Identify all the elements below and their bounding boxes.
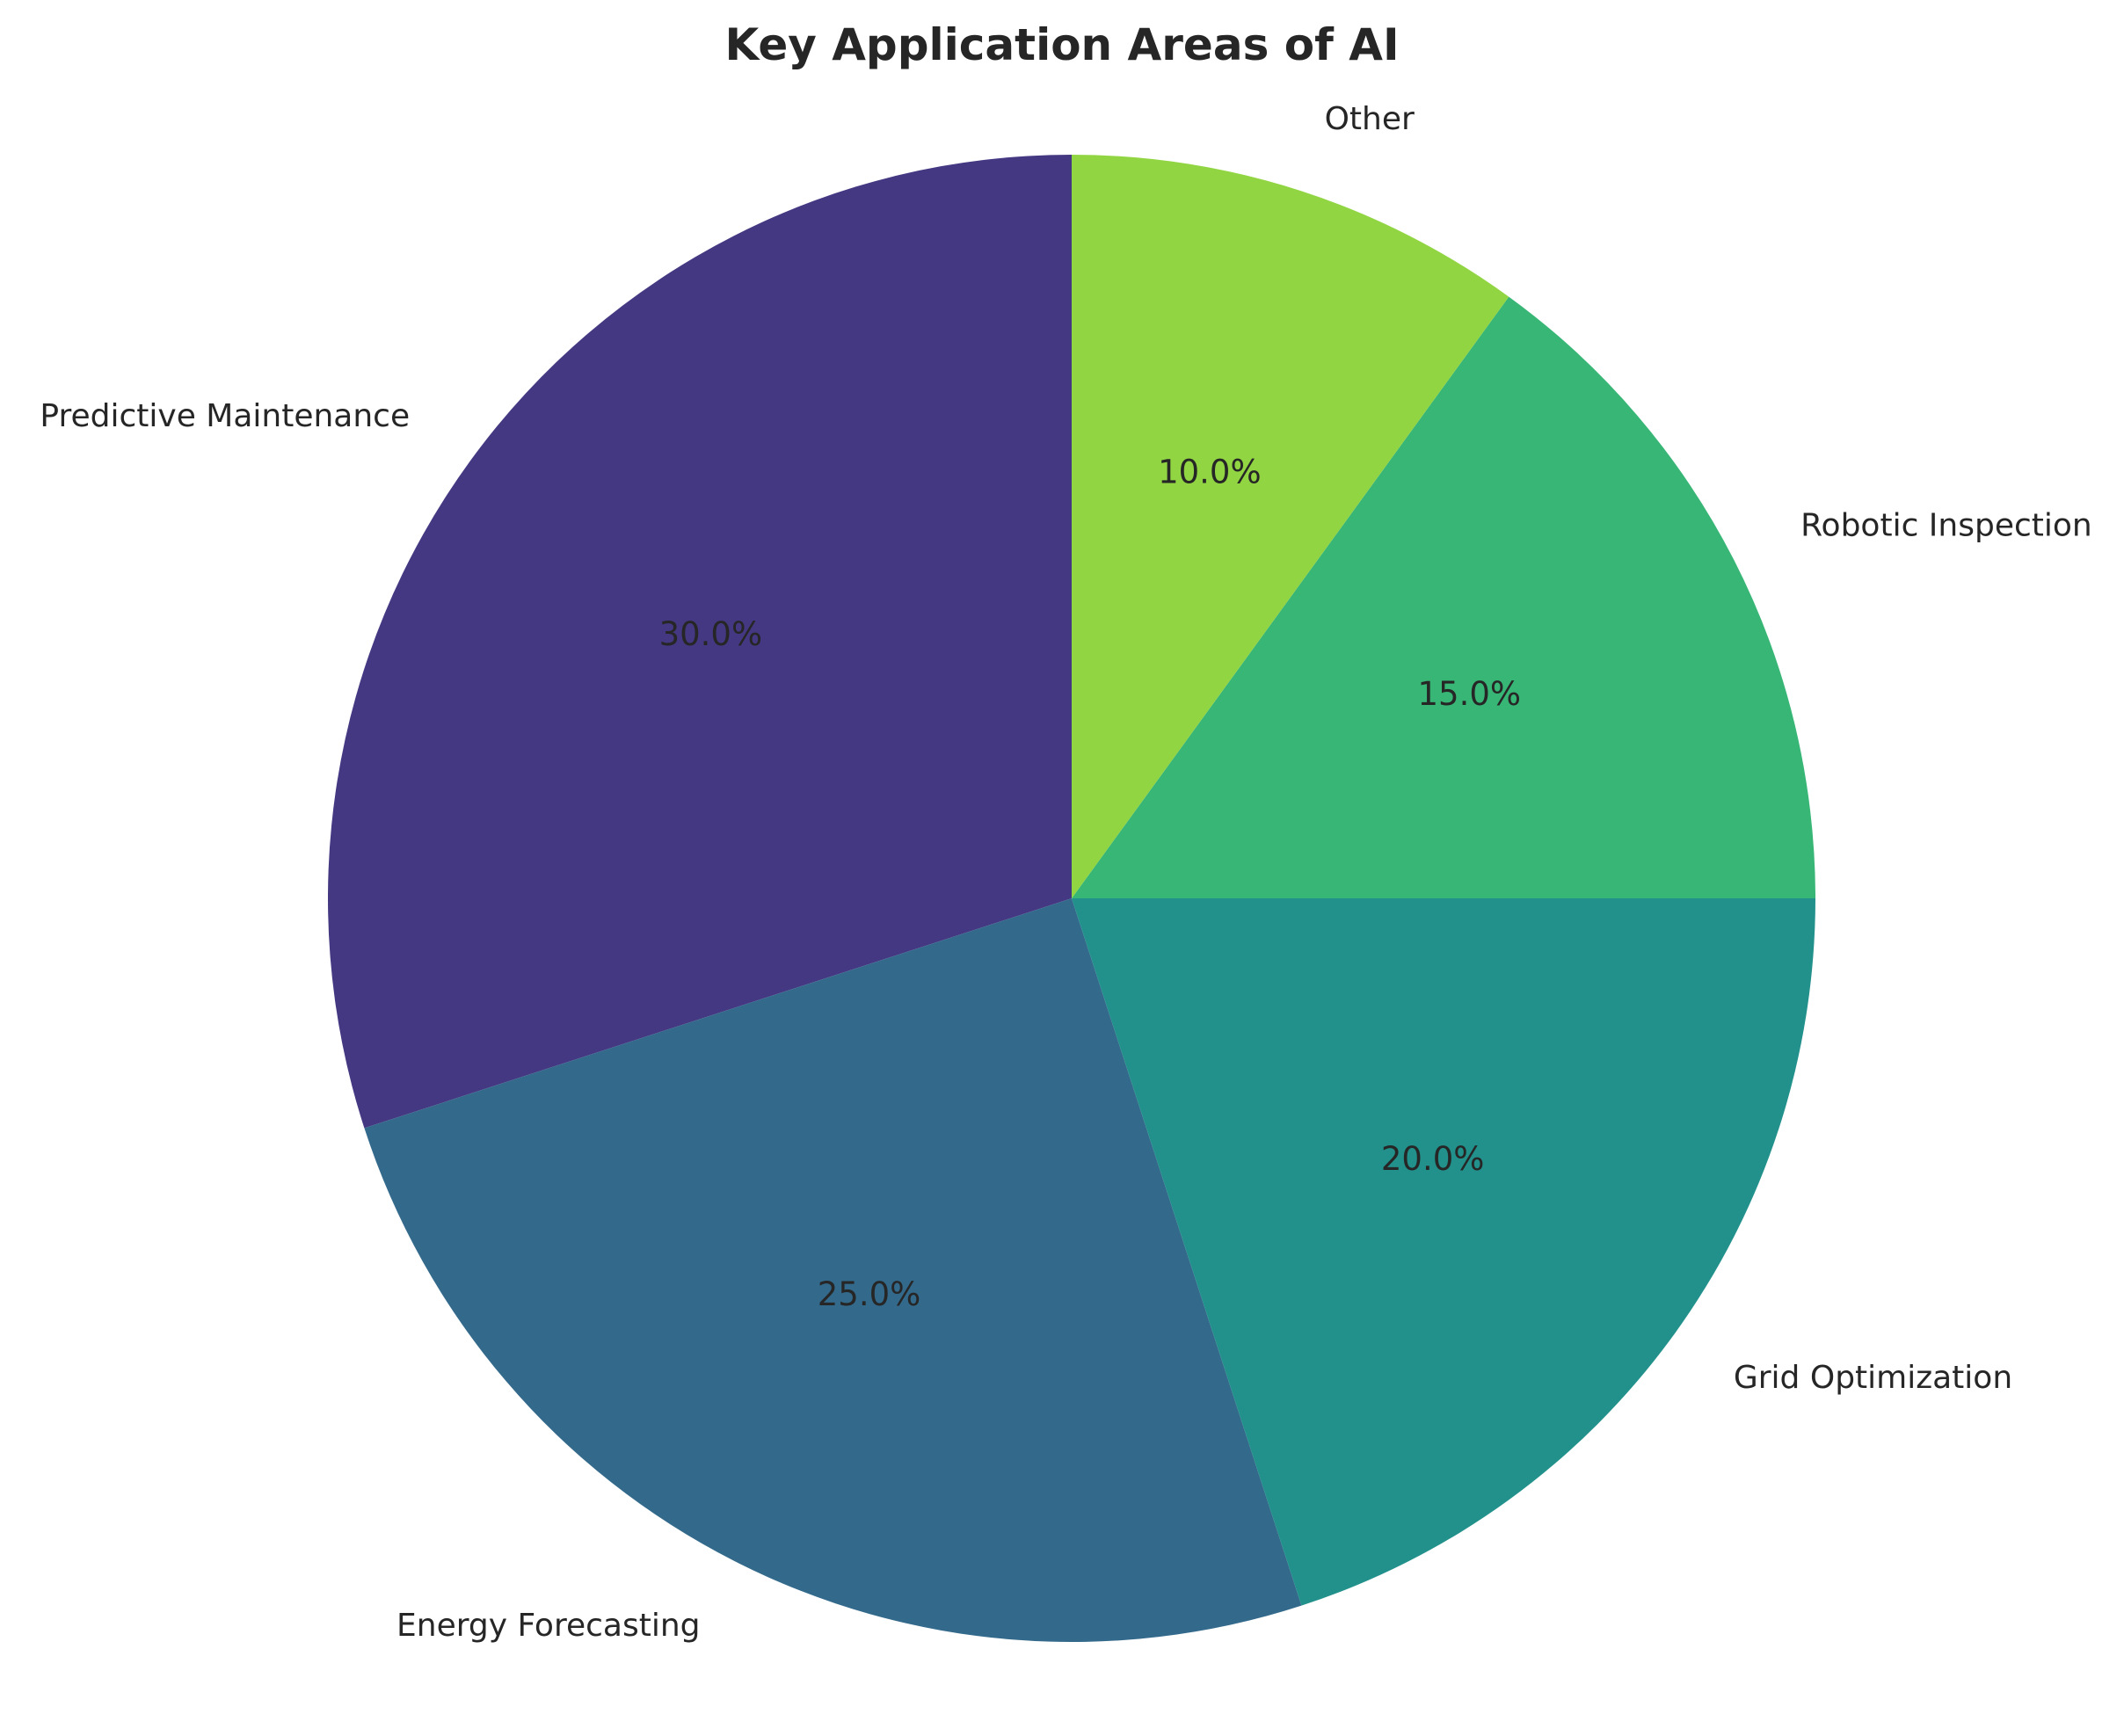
slice-percent-other: 10.0%	[1158, 454, 1262, 491]
pie-labels: Predictive Maintenance 30.0% Energy Foreca…	[40, 101, 2091, 1644]
chart-title: Key Application Areas of AI	[724, 19, 1400, 70]
slice-percent-predictive-maintenance: 30.0%	[659, 615, 763, 653]
pie-slice-predictive-maintenance	[327, 155, 1073, 1129]
pie-slice-grid-optimization	[1072, 898, 1815, 1606]
slice-label-grid-optimization: Grid Optimization	[1734, 1360, 2012, 1396]
slice-label-other: Other	[1325, 101, 1415, 137]
pie-slices	[327, 155, 1815, 1643]
pie-slice-robotic-inspection	[1072, 296, 1815, 898]
slice-label-robotic-inspection: Robotic Inspection	[1800, 508, 2092, 544]
slice-label-predictive-maintenance: Predictive Maintenance	[40, 398, 410, 434]
pie-slice-energy-forecasting	[364, 898, 1302, 1643]
pie-slice-other	[1072, 155, 1509, 898]
slice-percent-robotic-inspection: 15.0%	[1418, 675, 1522, 713]
slice-percent-energy-forecasting: 25.0%	[818, 1275, 921, 1313]
slice-percent-grid-optimization: 20.0%	[1381, 1140, 1485, 1178]
slice-label-energy-forecasting: Energy Forecasting	[396, 1608, 700, 1644]
